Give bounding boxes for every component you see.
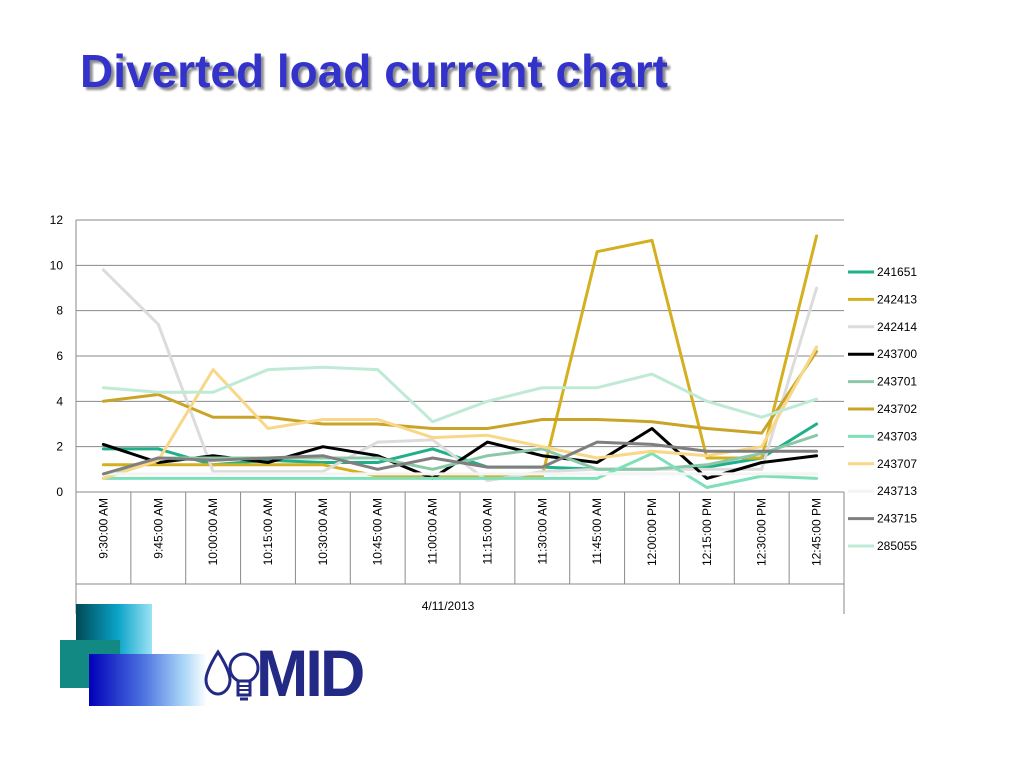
logo-wordmark: MID <box>256 636 365 710</box>
legend-label: 243703 <box>877 429 917 443</box>
x-tick-label: 10:45:00 AM <box>371 498 385 565</box>
legend-label: 243715 <box>877 512 917 526</box>
legend-label: 243702 <box>877 402 917 416</box>
x-tick-label: 12:45:00 PM <box>810 498 824 566</box>
logo-bar-blue-gradient <box>89 654 207 706</box>
y-tick-label: 12 <box>50 213 64 227</box>
x-tick-label: 11:15:00 AM <box>480 498 494 564</box>
y-tick-label: 10 <box>50 258 64 272</box>
legend-label: 285055 <box>877 539 917 553</box>
y-tick-label: 4 <box>56 394 63 408</box>
lightbulb-water-drop-icon <box>204 649 260 701</box>
legend-label: 243700 <box>877 347 917 361</box>
series-line-242413 <box>101 234 819 478</box>
series-line-243702 <box>101 350 819 435</box>
legend-label: 243707 <box>877 457 917 471</box>
x-tick-label: 9:30:00 AM <box>96 498 110 559</box>
legend-label: 242413 <box>877 292 917 306</box>
slide-title: Diverted load current chart <box>80 45 668 97</box>
x-tick-label: 11:45:00 AM <box>590 498 604 565</box>
x-tick-label: 12:00:00 PM <box>645 498 659 566</box>
series-line-243715 <box>101 440 819 476</box>
x-tick-label: 10:30:00 AM <box>316 498 330 565</box>
legend-label: 243713 <box>877 484 917 498</box>
mid-logo: MID <box>60 604 380 714</box>
y-tick-label: 0 <box>56 485 63 499</box>
y-tick-label: 2 <box>56 440 63 454</box>
x-tick-label: 12:15:00 PM <box>700 498 714 566</box>
x-axis-group-label: 4/11/2013 <box>422 599 475 613</box>
x-tick-label: 12:30:00 PM <box>755 498 769 566</box>
legend-label: 241651 <box>877 265 917 279</box>
series-line-243707 <box>101 345 819 480</box>
x-tick-label: 11:30:00 AM <box>535 498 549 565</box>
y-tick-label: 8 <box>56 304 63 318</box>
x-tick-label: 11:00:00 AM <box>426 498 440 565</box>
x-tick-label: 10:15:00 AM <box>261 498 275 565</box>
x-tick-label: 9:45:00 AM <box>151 498 165 559</box>
x-tick-label: 10:00:00 AM <box>206 498 220 565</box>
series-line-243703 <box>101 452 819 489</box>
legend-label: 242414 <box>877 320 917 334</box>
y-tick-label: 6 <box>56 349 63 363</box>
series-line-285055 <box>101 365 819 424</box>
legend-label: 243701 <box>877 375 917 389</box>
